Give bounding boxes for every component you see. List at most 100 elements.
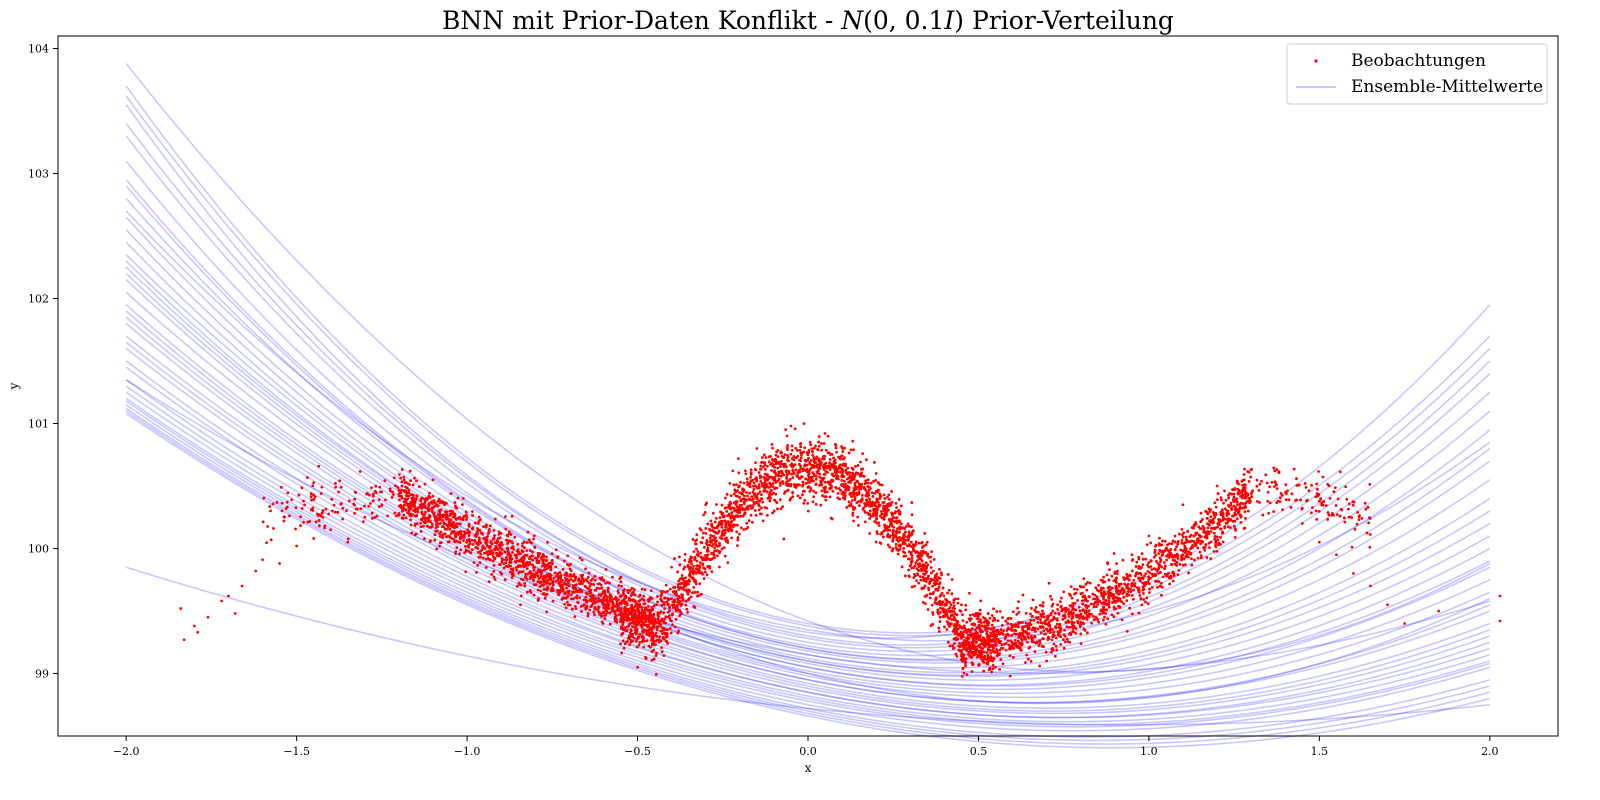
observation-point — [684, 599, 688, 603]
observation-point — [778, 481, 782, 485]
observation-point — [592, 583, 596, 586]
observation-point — [1144, 557, 1148, 561]
observation-point — [976, 612, 980, 615]
observation-point — [736, 489, 739, 493]
observation-point — [724, 523, 728, 527]
observation-point — [999, 658, 1003, 661]
observation-point — [904, 525, 908, 528]
observation-point — [487, 580, 491, 584]
ensemble-line — [125, 316, 1491, 699]
observation-point — [780, 454, 784, 458]
observation-point — [720, 531, 724, 535]
observation-point — [1193, 523, 1197, 527]
observation-point — [1219, 535, 1222, 539]
observation-point — [877, 488, 880, 492]
observation-point — [588, 599, 592, 603]
observation-point — [952, 604, 956, 608]
observation-point — [691, 567, 695, 571]
observation-point — [865, 502, 868, 505]
observation-point — [455, 539, 459, 543]
observation-point — [433, 501, 437, 505]
observation-point — [671, 590, 675, 594]
observation-point — [849, 491, 852, 495]
observation-point — [1238, 505, 1242, 508]
observation-point — [400, 494, 404, 498]
observation-point — [709, 534, 713, 537]
observation-point — [428, 540, 432, 543]
observation-point — [964, 646, 968, 650]
observation-point — [805, 451, 809, 454]
observation-point — [676, 597, 679, 601]
observation-point — [410, 531, 414, 535]
observation-point — [558, 584, 562, 587]
observation-point — [1195, 531, 1199, 535]
observation-point — [757, 508, 761, 512]
observation-point — [493, 517, 497, 521]
observation-point — [840, 454, 844, 458]
observation-point — [815, 471, 819, 475]
observation-point — [466, 545, 470, 548]
observation-point — [1108, 591, 1111, 595]
observation-point — [1233, 536, 1237, 539]
observation-point — [756, 486, 760, 490]
observation-point — [974, 650, 978, 654]
observation-point — [922, 544, 926, 548]
observation-point — [835, 450, 838, 454]
observation-point — [1232, 519, 1235, 523]
observation-point — [438, 535, 442, 538]
observation-point — [532, 534, 536, 538]
observation-point — [1070, 620, 1074, 624]
observation-point — [762, 475, 766, 479]
observation-point — [498, 536, 502, 540]
observation-point — [572, 597, 575, 601]
observation-point — [924, 568, 928, 572]
observation-point — [1220, 510, 1224, 514]
observation-point — [919, 567, 923, 571]
observation-point — [600, 592, 604, 596]
observation-point — [894, 501, 898, 505]
observation-point — [642, 635, 645, 639]
observation-point — [775, 450, 778, 454]
observation-point — [451, 515, 455, 519]
observation-point — [426, 497, 429, 501]
observation-point — [1171, 554, 1174, 558]
observation-point — [744, 472, 748, 476]
observation-point — [1024, 624, 1028, 628]
observation-point — [980, 624, 984, 628]
observation-point — [454, 535, 458, 538]
observation-point — [1241, 496, 1244, 500]
observation-point — [668, 616, 672, 620]
observation-point — [902, 554, 906, 558]
observation-point — [786, 444, 790, 447]
observation-point — [1135, 560, 1139, 564]
observation-point — [849, 448, 853, 452]
observation-point — [715, 503, 718, 506]
observation-point — [868, 532, 872, 535]
observation-point — [849, 502, 853, 506]
observation-point — [920, 554, 924, 558]
observation-point — [463, 532, 467, 536]
observation-point — [430, 522, 434, 526]
observation-point — [660, 603, 664, 607]
observation-point — [1085, 606, 1089, 610]
observation-point — [822, 455, 825, 458]
observation-point — [745, 477, 749, 481]
observation-point — [701, 531, 705, 535]
observation-point — [705, 555, 709, 559]
observation-point — [742, 481, 746, 485]
observation-point — [828, 458, 832, 461]
observation-point — [605, 597, 609, 601]
observation-point — [1071, 605, 1075, 609]
observation-point — [790, 448, 794, 452]
observation-point — [990, 614, 994, 617]
observation-point — [588, 608, 592, 612]
observation-point — [752, 487, 756, 491]
observation-point — [617, 609, 621, 612]
observation-point — [943, 625, 946, 629]
observation-point — [1057, 626, 1061, 629]
observation-point — [497, 530, 501, 534]
observation-point — [655, 634, 659, 638]
observation-point — [762, 489, 766, 493]
observation-point — [1082, 585, 1085, 589]
observation-point — [934, 587, 938, 591]
